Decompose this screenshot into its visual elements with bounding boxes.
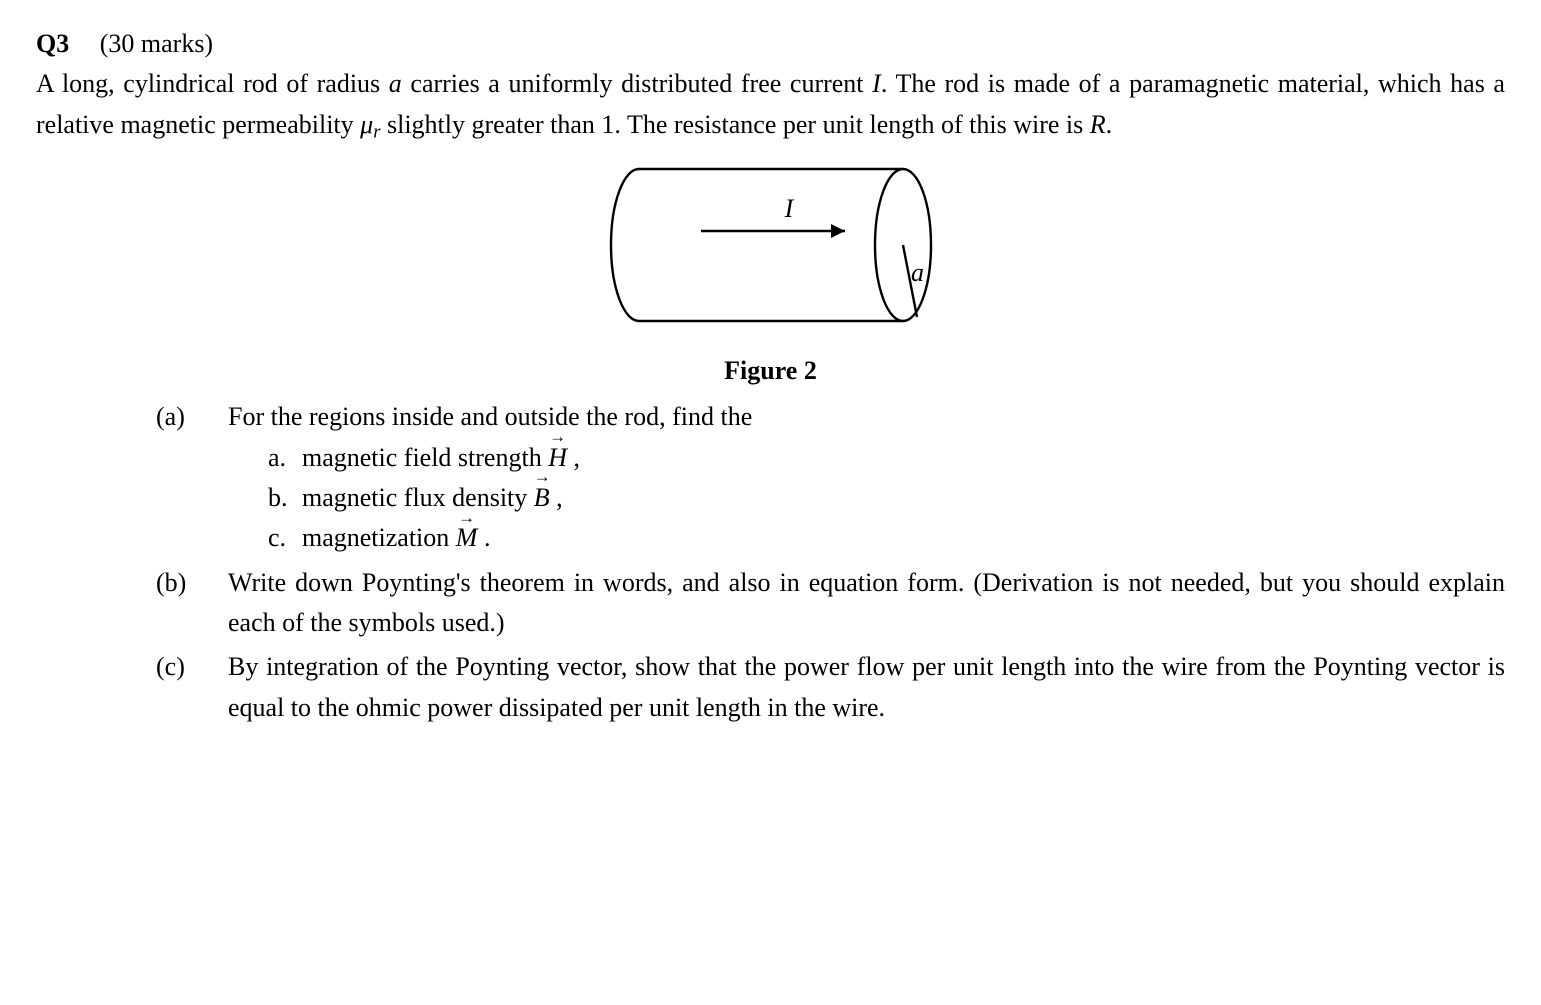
sub-a-body: magnetic field strength →H , bbox=[302, 438, 1505, 478]
part-a-label: (a) bbox=[156, 397, 228, 437]
part-a-subs: a. magnetic field strength →H , b. magne… bbox=[228, 438, 1505, 559]
sub-b-body: magnetic flux density →B , bbox=[302, 478, 1505, 518]
part-c-body: By integration of the Poynting vector, s… bbox=[228, 647, 1505, 728]
part-b-body: Write down Poynting's theorem in words, … bbox=[228, 563, 1505, 644]
svg-text:a: a bbox=[911, 258, 924, 287]
part-c: (c) By integration of the Poynting vecto… bbox=[156, 647, 1505, 728]
part-a-sub-a: a. magnetic field strength →H , bbox=[268, 438, 1505, 478]
cylinder-diagram: Ia bbox=[591, 159, 951, 339]
question-label: Q3 bbox=[36, 29, 69, 58]
question-header: Q3 (30 marks) bbox=[36, 24, 1505, 64]
part-a-body: For the regions inside and outside the r… bbox=[228, 397, 1505, 558]
svg-text:I: I bbox=[783, 194, 794, 223]
part-a-sub-b: b. magnetic flux density →B , bbox=[268, 478, 1505, 518]
part-a-lead: For the regions inside and outside the r… bbox=[228, 397, 1505, 437]
sub-c-body: magnetization →M . bbox=[302, 518, 1505, 558]
part-a-sub-c: c. magnetization →M . bbox=[268, 518, 1505, 558]
part-a: (a) For the regions inside and outside t… bbox=[156, 397, 1505, 558]
parts-list: (a) For the regions inside and outside t… bbox=[36, 397, 1505, 727]
question-intro: A long, cylindrical rod of radius a carr… bbox=[36, 64, 1505, 145]
sub-c-label: c. bbox=[268, 518, 302, 558]
part-b: (b) Write down Poynting's theorem in wor… bbox=[156, 563, 1505, 644]
sub-b-label: b. bbox=[268, 478, 302, 518]
part-c-label: (c) bbox=[156, 647, 228, 687]
figure-caption: Figure 2 bbox=[36, 351, 1505, 391]
part-b-label: (b) bbox=[156, 563, 228, 603]
figure-wrap: Ia Figure 2 bbox=[36, 159, 1505, 392]
question-marks: (30 marks) bbox=[76, 29, 213, 58]
sub-a-label: a. bbox=[268, 438, 302, 478]
